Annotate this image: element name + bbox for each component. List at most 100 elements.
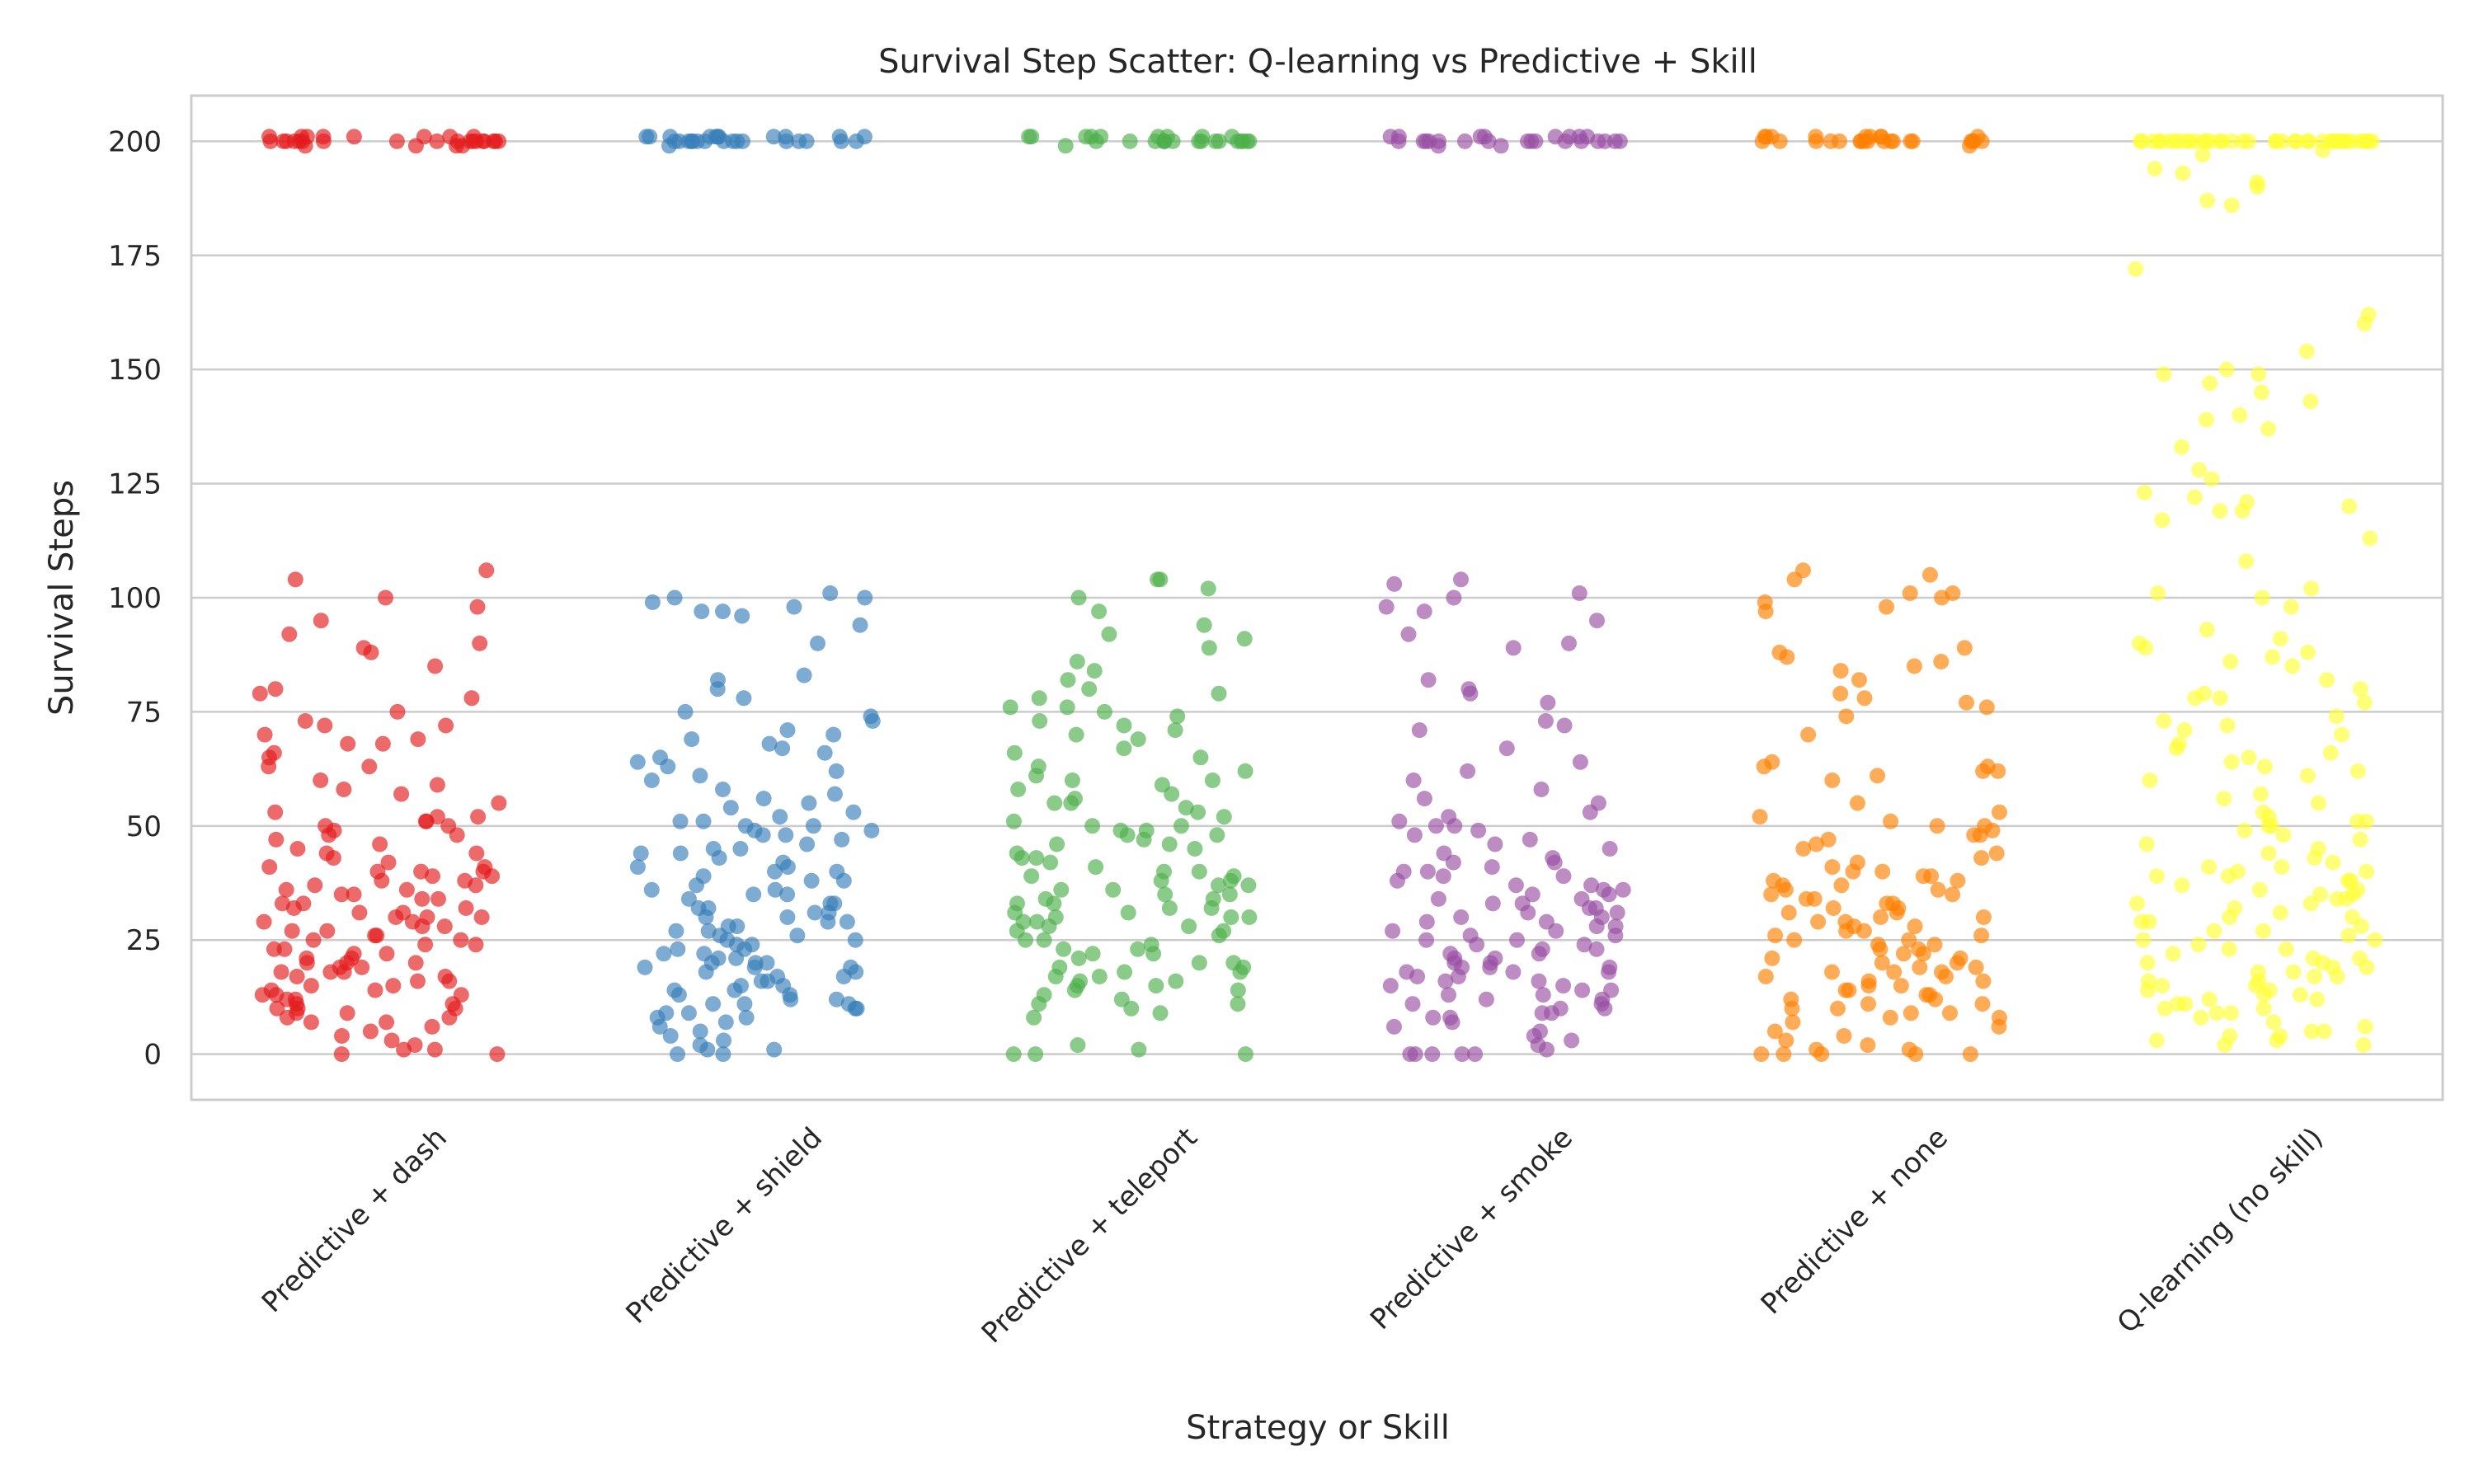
data-point — [689, 133, 705, 149]
data-point — [1974, 996, 1991, 1012]
data-point — [1540, 694, 1556, 711]
data-point — [766, 1041, 783, 1058]
data-point — [278, 133, 294, 149]
data-point — [1028, 768, 1044, 784]
data-point — [1152, 1005, 1169, 1021]
data-point — [1601, 964, 1617, 980]
data-point — [1509, 932, 1525, 948]
data-point — [759, 955, 775, 971]
data-point — [2196, 133, 2213, 149]
data-point — [1386, 575, 1403, 592]
data-point — [1470, 822, 1487, 838]
data-point — [2319, 672, 2335, 688]
data-point — [1879, 599, 1894, 615]
data-point — [2302, 393, 2319, 410]
data-point — [1060, 672, 1076, 688]
data-point — [1402, 1046, 1418, 1063]
data-point — [2292, 987, 2308, 1003]
data-point — [2322, 744, 2339, 761]
data-point — [2251, 366, 2267, 383]
data-point — [783, 991, 799, 1007]
data-point — [1564, 1032, 1580, 1049]
data-point — [1416, 603, 1432, 620]
data-point — [340, 735, 356, 752]
data-point — [1978, 699, 1995, 716]
data-point — [2355, 1037, 2372, 1054]
data-point — [699, 1041, 716, 1058]
data-point — [430, 890, 446, 907]
data-point — [651, 1018, 668, 1035]
data-point — [1211, 928, 1227, 944]
data-point — [1895, 946, 1912, 962]
data-point — [267, 804, 284, 820]
data-point — [2193, 1009, 2209, 1026]
data-point — [803, 872, 820, 889]
data-point — [2222, 1005, 2239, 1021]
data-point — [1445, 854, 1461, 871]
data-point — [287, 571, 303, 588]
data-point — [2352, 681, 2368, 697]
data-point — [1385, 923, 1401, 939]
data-point — [1874, 863, 1891, 880]
data-point — [1942, 1005, 1958, 1021]
y-tick-label: 75 — [126, 696, 162, 729]
data-point — [2284, 658, 2301, 674]
data-point — [1164, 786, 1180, 802]
data-point — [276, 941, 293, 957]
data-point — [1546, 854, 1563, 871]
data-point — [363, 644, 379, 660]
data-point — [1576, 937, 1592, 953]
data-point — [1192, 749, 1209, 766]
data-point — [1832, 685, 1849, 702]
data-point — [1173, 818, 1189, 834]
data-point — [1116, 717, 1132, 734]
data-point — [778, 827, 794, 843]
data-point — [1830, 1000, 1846, 1017]
y-tick-label: 175 — [108, 240, 162, 273]
data-point — [1006, 744, 1023, 761]
data-point — [362, 1023, 379, 1040]
data-point — [470, 809, 487, 825]
data-point — [1556, 717, 1573, 734]
data-point — [2208, 1005, 2225, 1021]
data-point — [261, 859, 278, 876]
data-point — [429, 133, 445, 149]
y-tick-label: 100 — [108, 582, 162, 615]
data-point — [2136, 485, 2152, 501]
data-point — [1874, 955, 1890, 971]
data-point — [828, 991, 844, 1007]
data-point — [2220, 868, 2236, 885]
data-point — [1441, 987, 1456, 1003]
data-point — [1042, 854, 1059, 871]
data-point — [1382, 978, 1399, 994]
data-point — [755, 791, 772, 807]
data-point — [1992, 804, 2007, 820]
data-point — [1548, 923, 1564, 939]
data-point — [1028, 850, 1045, 866]
data-point — [468, 937, 484, 953]
data-point — [1901, 932, 1917, 948]
data-point — [1454, 1046, 1470, 1063]
data-point — [1196, 617, 1212, 633]
data-point — [1582, 804, 1598, 820]
data-point — [1200, 580, 1216, 597]
data-point — [2222, 909, 2238, 925]
data-point — [372, 836, 388, 852]
data-point — [1405, 773, 1422, 788]
data-point — [2298, 343, 2315, 359]
data-point — [441, 1009, 458, 1026]
data-points — [252, 129, 2383, 1063]
data-point — [2252, 786, 2269, 802]
data-point — [1524, 886, 1540, 903]
data-point — [694, 603, 710, 620]
data-point — [847, 932, 863, 948]
data-point — [1070, 1037, 1086, 1054]
data-point — [1926, 937, 1943, 953]
data-point — [1520, 904, 1536, 921]
data-point — [1150, 129, 1166, 145]
data-point — [1222, 872, 1239, 889]
data-point — [2133, 913, 2150, 930]
data-point — [1973, 133, 1990, 149]
